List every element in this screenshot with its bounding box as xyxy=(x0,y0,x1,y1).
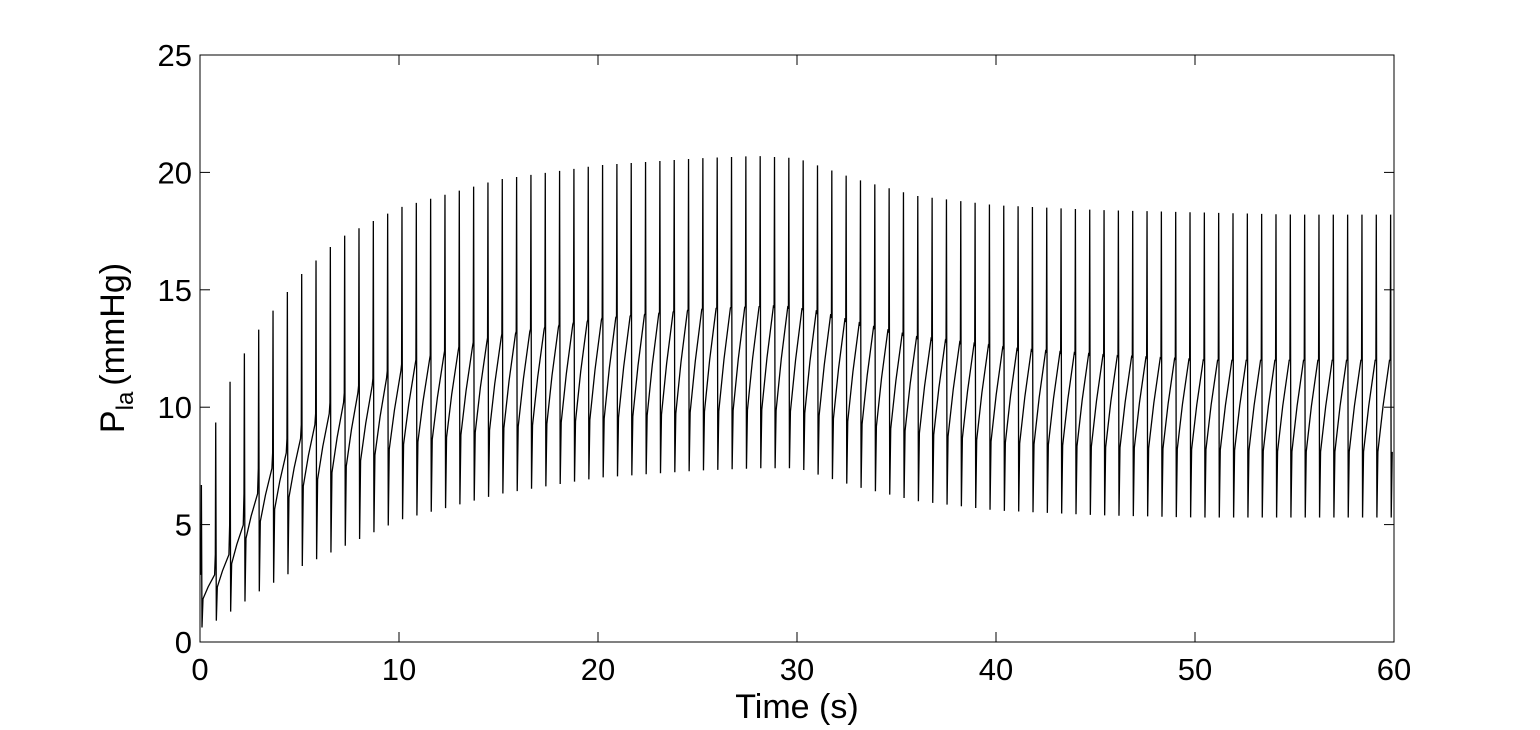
y-axis-label: Pla (mmHg) xyxy=(94,263,139,433)
y-tick-label: 20 xyxy=(158,155,192,190)
x-tick-label: 40 xyxy=(979,652,1013,687)
y-axis-label-main: P xyxy=(94,410,132,433)
y-axis-label-subscript: la xyxy=(112,391,139,410)
y-tick-labels: 0 5 10 15 20 25 xyxy=(158,38,192,660)
y-tick-label: 10 xyxy=(158,390,192,425)
series-line xyxy=(200,156,1393,628)
x-tick-label: 60 xyxy=(1377,652,1411,687)
x-tick-label: 50 xyxy=(1178,652,1212,687)
x-tick-label: 0 xyxy=(191,652,208,687)
x-tick-labels: 0 10 20 30 40 50 60 xyxy=(191,652,1411,687)
x-tick-label: 10 xyxy=(382,652,416,687)
y-tick-label: 15 xyxy=(158,273,192,308)
y-tick-label: 0 xyxy=(175,625,192,660)
y-tick-label: 25 xyxy=(158,38,192,73)
x-tick-label: 30 xyxy=(780,652,814,687)
y-tick-label: 5 xyxy=(175,508,192,543)
plot-frame xyxy=(199,54,1395,643)
y-axis-label-unit: (mmHg) xyxy=(94,263,132,386)
x-tick-label: 20 xyxy=(581,652,615,687)
x-axis-label: Time (s) xyxy=(735,688,858,726)
